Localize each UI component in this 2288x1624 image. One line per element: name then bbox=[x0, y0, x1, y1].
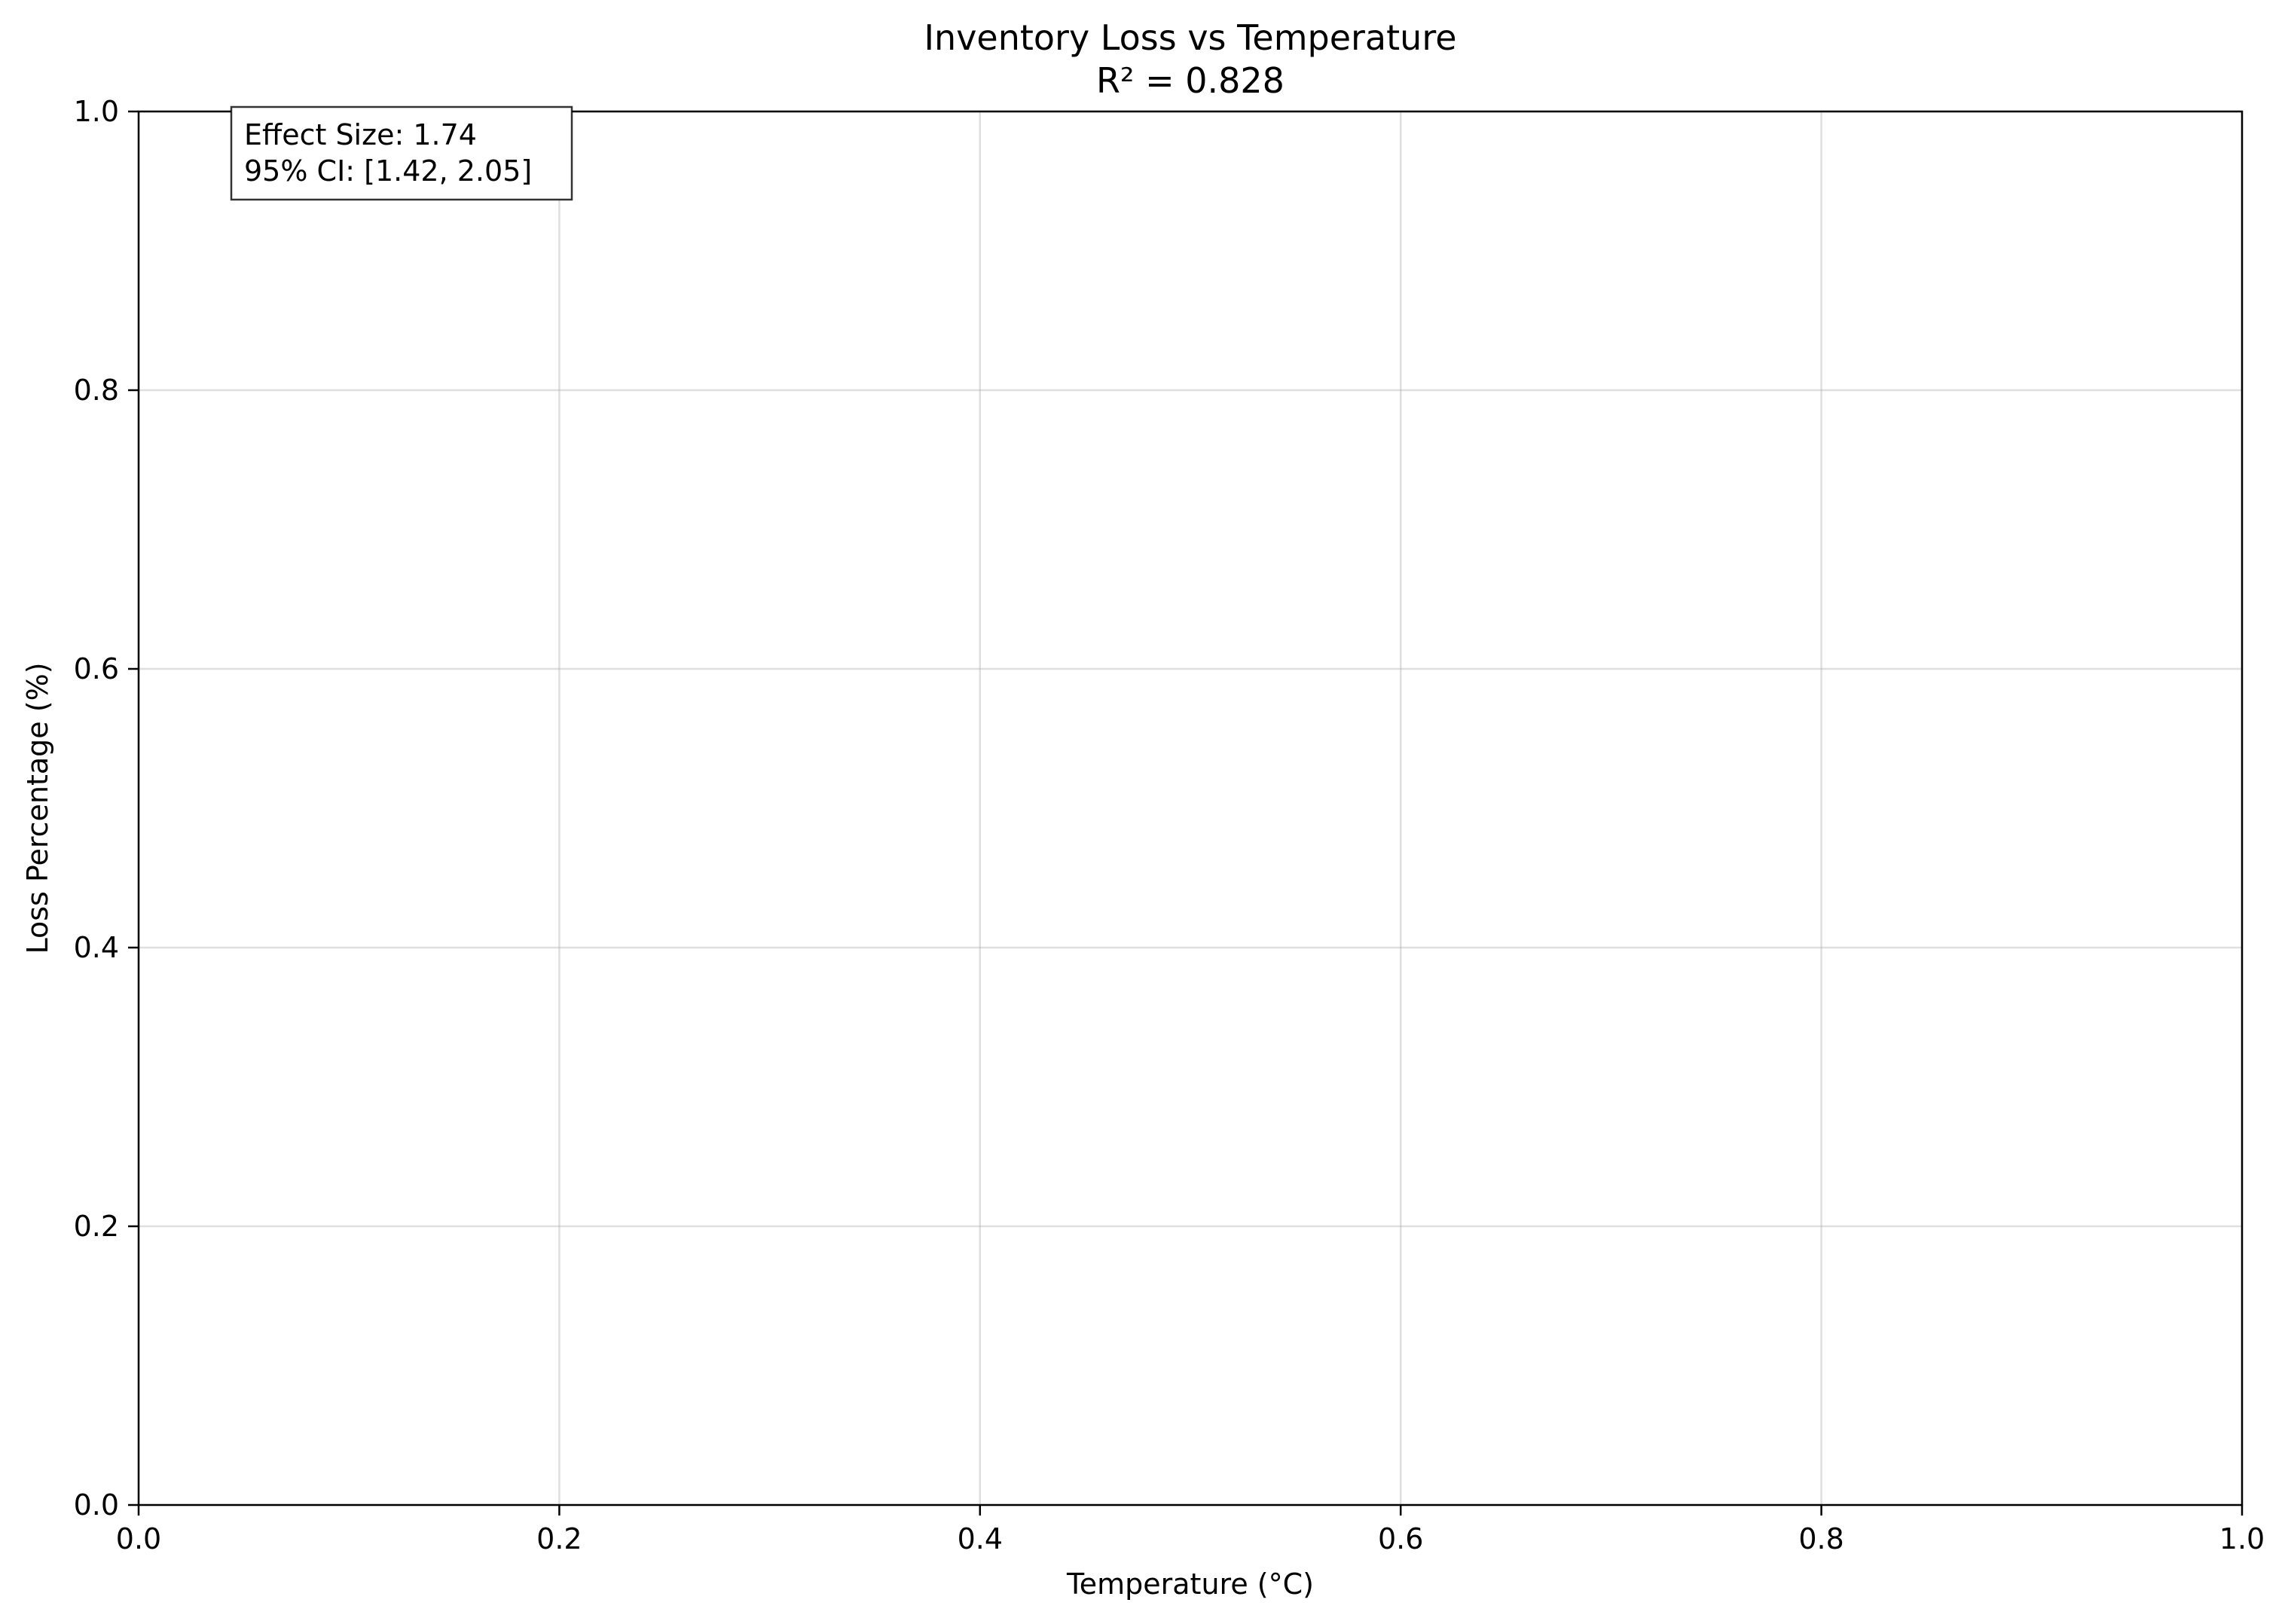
x-axis-label: Temperature (°C) bbox=[1066, 1568, 1314, 1601]
x-tick-label: 0.4 bbox=[958, 1522, 1003, 1555]
chart-title: Inventory Loss vs Temperature bbox=[924, 17, 1456, 58]
annotation-effect-size: Effect Size: 1.74 bbox=[244, 118, 477, 151]
plot-area-frame bbox=[137, 110, 2244, 1506]
y-tick-label: 0.0 bbox=[74, 1488, 119, 1522]
x-tick-label: 1.0 bbox=[2219, 1522, 2265, 1555]
y-axis-label: Loss Percentage (%) bbox=[21, 662, 54, 954]
x-tick-label: 0.2 bbox=[536, 1522, 582, 1555]
annotation-box: Effect Size: 1.74 95% CI: [1.42, 2.05] bbox=[230, 105, 573, 201]
x-tick-label: 0.8 bbox=[1798, 1522, 1844, 1555]
y-tick-label: 0.8 bbox=[74, 374, 119, 407]
y-tick-label: 0.2 bbox=[74, 1210, 119, 1243]
chart-subtitle: R² = 0.828 bbox=[1096, 60, 1285, 101]
y-tick-label: 0.4 bbox=[74, 931, 119, 964]
x-tick-label: 0.0 bbox=[116, 1522, 161, 1555]
annotation-frame bbox=[230, 105, 573, 201]
y-tick-label: 1.0 bbox=[74, 95, 119, 128]
annotation-confidence-interval: 95% CI: [1.42, 2.05] bbox=[244, 154, 532, 188]
x-tick-label: 0.6 bbox=[1378, 1522, 1423, 1555]
y-tick-label: 0.6 bbox=[74, 652, 119, 685]
axis-ticks: 0.0 0.2 0.4 0.6 0.8 1.0 0.0 0.2 0.4 0.6 0.8 1.0 bbox=[74, 95, 2265, 1555]
